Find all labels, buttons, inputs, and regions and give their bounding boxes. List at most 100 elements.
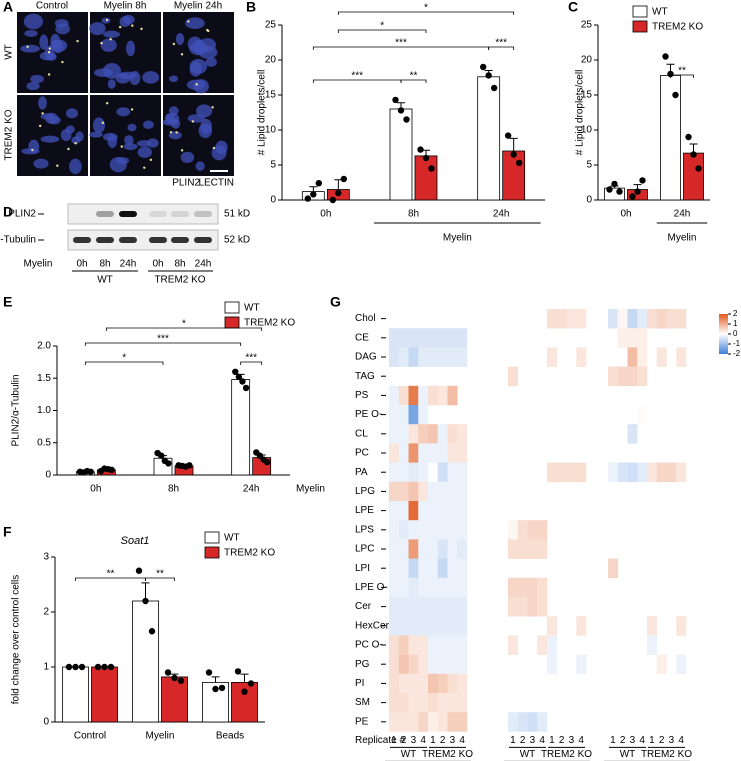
error-bar bbox=[211, 676, 220, 683]
droplet bbox=[131, 24, 134, 27]
data-point bbox=[242, 384, 250, 392]
panel-letter: C bbox=[568, 0, 578, 15]
heatmap-cell bbox=[447, 654, 458, 675]
x-tick-label: 24h bbox=[493, 209, 510, 220]
x-tick-label: Control bbox=[74, 731, 106, 742]
heatmap-cell bbox=[389, 597, 400, 617]
droplet bbox=[41, 112, 44, 115]
group-label: WT bbox=[97, 275, 113, 286]
cell bbox=[39, 51, 56, 61]
droplet bbox=[191, 120, 195, 123]
colorbar-label: 1 bbox=[733, 319, 738, 328]
heatmap-cell bbox=[398, 481, 409, 502]
y-tick-label: 2 bbox=[43, 607, 49, 618]
droplet bbox=[56, 164, 59, 167]
droplet bbox=[118, 25, 122, 29]
heatmap-cell bbox=[508, 577, 519, 598]
droplet bbox=[149, 158, 153, 162]
droplet bbox=[187, 20, 190, 23]
legend-label: TREM2 KO bbox=[244, 318, 295, 329]
droplet bbox=[48, 47, 51, 50]
significance-bracket bbox=[337, 29, 427, 33]
heatmap-cell bbox=[437, 616, 448, 636]
heatmap-cell bbox=[418, 443, 429, 463]
heatmap-cell bbox=[656, 347, 667, 367]
column-label: 1 bbox=[391, 735, 397, 746]
data-point bbox=[695, 165, 702, 172]
data-point bbox=[263, 458, 271, 466]
heatmap-cell bbox=[428, 385, 439, 406]
cell bbox=[116, 107, 131, 117]
y-tick-label: 0 bbox=[43, 717, 49, 728]
data-point bbox=[247, 680, 255, 687]
droplet bbox=[169, 131, 173, 134]
cell bbox=[55, 23, 71, 35]
cell bbox=[118, 71, 137, 80]
heatmap-cell bbox=[428, 424, 439, 444]
cell bbox=[123, 143, 138, 151]
legend-swatch bbox=[224, 316, 240, 329]
data-point bbox=[232, 368, 239, 375]
heatmap-cell bbox=[418, 405, 429, 425]
heatmap-cell bbox=[508, 712, 519, 732]
droplet bbox=[76, 39, 79, 43]
data-point bbox=[212, 685, 219, 693]
data-point bbox=[148, 628, 156, 635]
heatmap-cell bbox=[418, 558, 429, 579]
cell bbox=[185, 17, 205, 29]
lane-label: 8h bbox=[174, 259, 185, 270]
column-label: 1 bbox=[649, 735, 655, 746]
heatmap-cell bbox=[627, 462, 638, 483]
heatmap-cell bbox=[566, 462, 577, 483]
heatmap-cell bbox=[428, 654, 439, 675]
chart-title: Soat1 bbox=[121, 535, 150, 547]
data-point bbox=[304, 195, 312, 202]
data-point bbox=[403, 116, 410, 123]
panel-letter: G bbox=[330, 294, 341, 310]
heatmap-cell bbox=[428, 673, 439, 694]
genotype-label: WT bbox=[401, 749, 417, 760]
heatmap-cell bbox=[676, 616, 687, 636]
column-label: 3 bbox=[669, 735, 675, 746]
heatmap-cell bbox=[517, 712, 528, 732]
heatmap-cell bbox=[508, 597, 519, 617]
row-label: PC bbox=[355, 448, 369, 459]
blot bbox=[67, 203, 219, 225]
heatmap-cell bbox=[418, 693, 429, 713]
heatmap-cell bbox=[457, 635, 468, 655]
droplet bbox=[120, 145, 123, 148]
heatmap-cell bbox=[637, 309, 648, 329]
data-point bbox=[87, 468, 94, 475]
heatmap-cell bbox=[656, 309, 667, 329]
data-point bbox=[616, 188, 623, 195]
heatmap-cell bbox=[447, 481, 458, 502]
row-label: HexCer bbox=[355, 620, 390, 631]
error-bar bbox=[240, 673, 249, 683]
y-tick-label: 1.5 bbox=[37, 373, 51, 384]
column-label: Myelin 8h bbox=[104, 1, 147, 12]
heatmap-cell bbox=[676, 654, 687, 675]
heatmap-cell bbox=[457, 558, 468, 579]
heatmap-cell bbox=[398, 693, 409, 713]
significance-label: ** bbox=[410, 71, 418, 82]
bar bbox=[683, 152, 704, 201]
heatmap-cell bbox=[547, 616, 558, 636]
data-point bbox=[108, 466, 115, 474]
heatmap-cell bbox=[408, 328, 419, 348]
heatmap-cell bbox=[627, 366, 638, 387]
heatmap-cell bbox=[508, 539, 519, 559]
row-label: LPG bbox=[355, 486, 375, 497]
data-point bbox=[234, 668, 242, 675]
group-label: TREM2 KO bbox=[154, 275, 205, 286]
data-point bbox=[310, 191, 317, 198]
heatmap-cell bbox=[408, 712, 419, 732]
data-point bbox=[667, 70, 674, 78]
heatmap-cell bbox=[437, 481, 448, 502]
genotype-label: WT bbox=[520, 749, 536, 760]
heatmap-cell bbox=[408, 443, 419, 463]
colorbar-label: 0 bbox=[733, 329, 738, 338]
heatmap-cell bbox=[527, 597, 538, 617]
heatmap-cell bbox=[418, 673, 429, 694]
heatmap-cell bbox=[576, 309, 587, 329]
heatmap-cell bbox=[556, 462, 567, 483]
